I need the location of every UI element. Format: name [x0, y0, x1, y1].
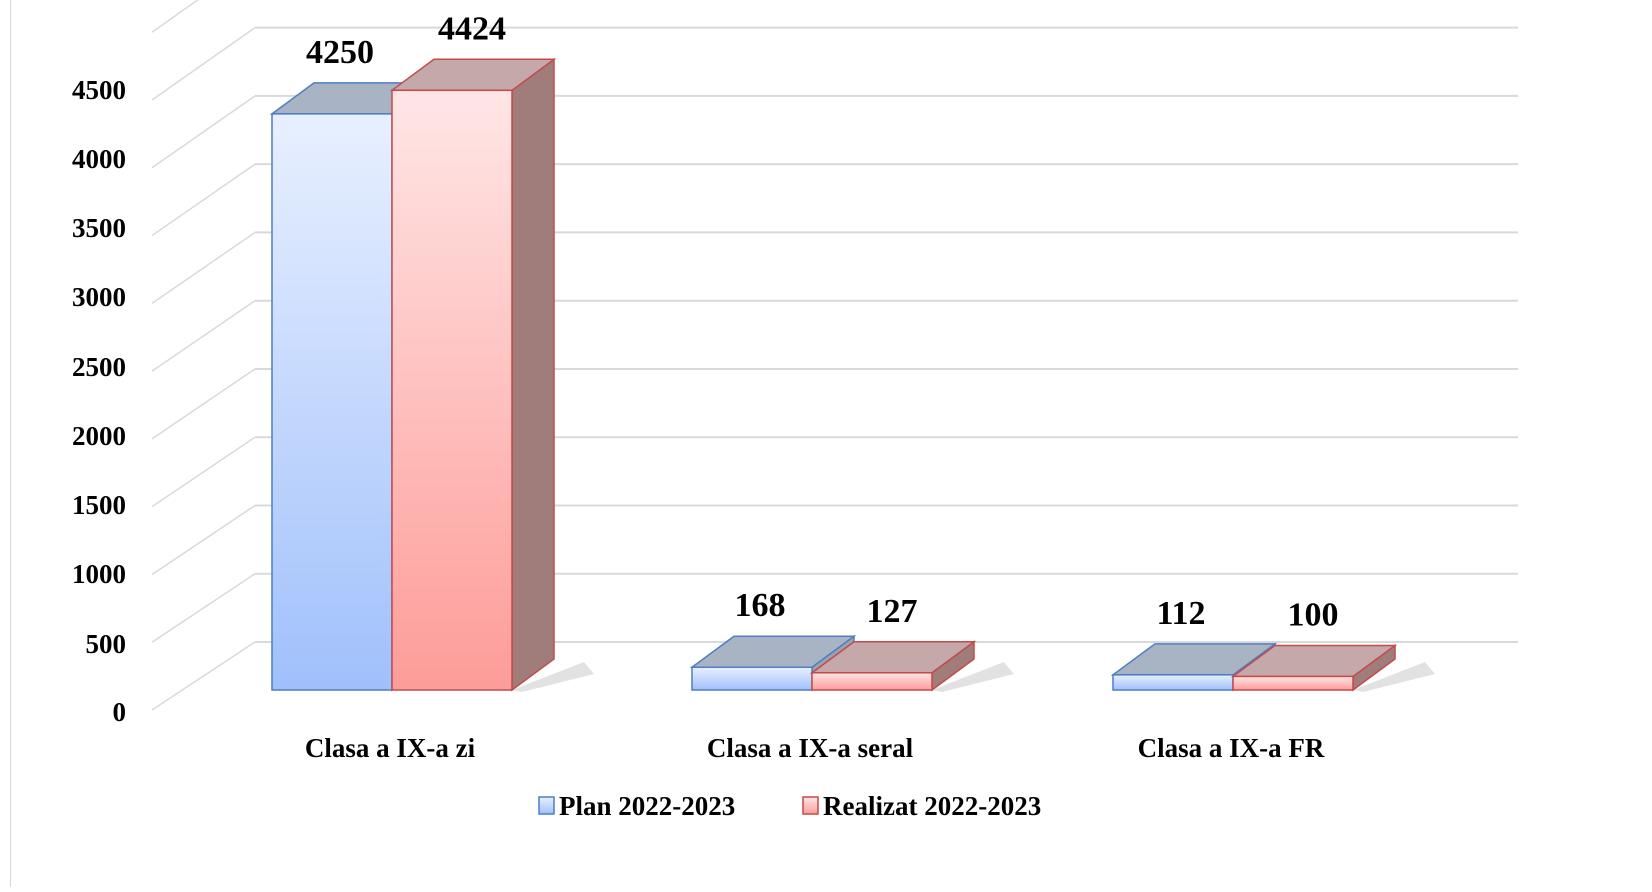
- x-tick-label: Clasa a IX-a zi: [305, 733, 476, 763]
- gridline-diagonal: [151, 300, 256, 372]
- gridline-diagonal: [151, 573, 256, 643]
- bar-shadow: [512, 662, 594, 692]
- data-label: 168: [735, 587, 786, 624]
- legend-label: Realizat 2022-2023: [823, 791, 1041, 821]
- y-tick-label: 500: [86, 629, 127, 659]
- data-label: 112: [1156, 595, 1205, 632]
- data-label: 4250: [306, 34, 374, 71]
- bar: [1232, 675, 1354, 691]
- y-tick-label: 0: [113, 697, 127, 727]
- legend-label: Plan 2022-2023: [559, 791, 735, 821]
- bar: [811, 672, 933, 691]
- y-tick-label: 2500: [72, 352, 126, 382]
- y-tick-label: 3500: [72, 213, 126, 243]
- bar-side-face: [511, 57, 555, 692]
- bar-shadow: [932, 662, 1014, 692]
- gridline-diagonal: [151, 504, 256, 576]
- data-labels: 4250 4424 168 127 112 100: [306, 10, 1339, 633]
- gridline-diagonal: [151, 27, 256, 101]
- x-axis-category-labels: Clasa a IX-a zi Clasa a IX-a seral Clasa a…: [305, 733, 1325, 763]
- x-tick-label: Clasa a IX-a seral: [707, 733, 914, 763]
- bar: [391, 89, 513, 691]
- gridline-diagonal: [151, 0, 199, 33]
- y-tick-label: 4500: [72, 75, 126, 105]
- bar: [691, 666, 813, 691]
- legend: Plan 2022-2023 Realizat 2022-2023: [538, 791, 1041, 821]
- y-tick-label: 4000: [72, 144, 126, 174]
- gridline-diagonal: [151, 436, 256, 508]
- legend-swatch: [538, 796, 555, 815]
- bar: [271, 113, 393, 691]
- y-axis-tick-labels: 0 500 1000 1500 2000 2500 3000 3500 4000 4500: [72, 75, 126, 727]
- data-label: 100: [1288, 596, 1339, 633]
- legend-swatch: [802, 796, 819, 815]
- x-tick-label: Clasa a IX-a FR: [1138, 733, 1325, 763]
- y-tick-label: 1000: [72, 559, 126, 589]
- data-label: 127: [867, 593, 918, 630]
- bar: [1112, 674, 1234, 691]
- bar-shadow: [1353, 662, 1435, 692]
- gridline-diagonal: [151, 641, 256, 711]
- y-tick-label: 2000: [72, 421, 126, 451]
- chart-frame-border: [10, 0, 11, 887]
- gridline-diagonal: [151, 163, 256, 237]
- y-tick-label: 1500: [72, 490, 126, 520]
- gridline-diagonal: [151, 368, 256, 440]
- gridline-diagonal: [151, 95, 256, 169]
- y-tick-label: 3000: [72, 282, 126, 312]
- gridline-diagonal: [151, 231, 256, 304]
- data-label: 4424: [438, 10, 506, 47]
- bars: [269, 57, 1435, 692]
